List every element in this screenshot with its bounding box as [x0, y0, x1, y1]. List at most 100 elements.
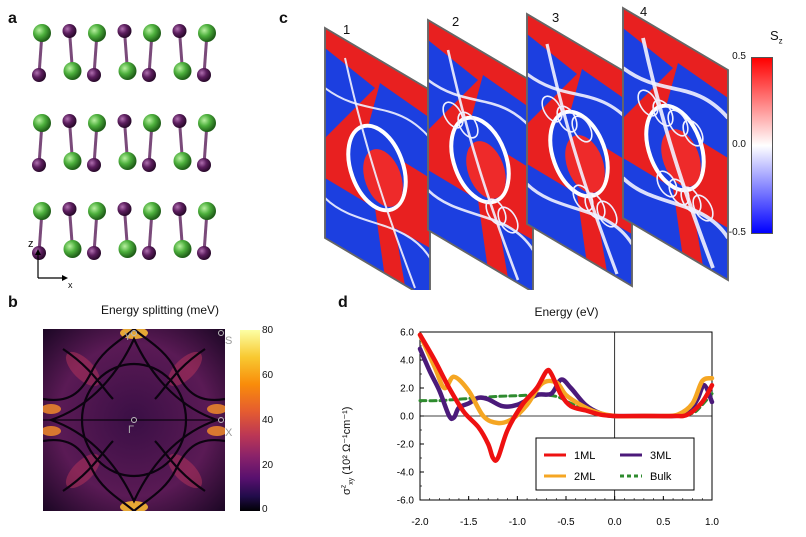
green-atom	[143, 114, 161, 132]
legend-label-2ML: 2ML	[574, 471, 595, 483]
green-atom	[63, 62, 82, 80]
spin-slice-2	[427, 18, 534, 290]
purple-atom	[142, 68, 156, 82]
series-line-1ML	[417, 332, 715, 463]
green-atom	[88, 114, 106, 132]
purple-atom	[142, 158, 156, 172]
sz-tick-minus-0.5: -0.5	[728, 227, 746, 238]
green-atom	[118, 240, 137, 258]
x-tick-label: -2.0	[411, 517, 429, 528]
slice-label-2: 2	[452, 14, 460, 29]
atom-layers	[32, 24, 216, 260]
green-atom	[33, 24, 51, 42]
purple-atom	[62, 24, 77, 38]
slice-label-4: 4	[640, 4, 648, 19]
purple-atom	[117, 114, 132, 128]
purple-atom	[197, 68, 211, 82]
y-tick-label: 4.0	[400, 356, 414, 367]
slice-label-1: 1	[343, 22, 351, 37]
spin-slice-4	[622, 6, 729, 282]
chart-ylabel: σzxy (10² Ω⁻¹cm⁻¹)	[340, 406, 356, 495]
panel-label-d: d	[338, 294, 348, 311]
green-atom	[33, 202, 51, 220]
sz-tick-0.0: 0.0	[732, 139, 746, 150]
y-tick-label: 6.0	[400, 328, 414, 339]
purple-atom	[32, 158, 46, 172]
sz-colorbar-title: Sz	[770, 28, 783, 46]
x-tick-label: -1.0	[509, 517, 527, 528]
green-atom	[143, 24, 161, 42]
legend-box	[535, 437, 695, 491]
spin-texture-slices	[324, 6, 729, 290]
axes-indicator	[35, 249, 68, 281]
sz-colorbar	[751, 57, 773, 234]
axis-z-label: z	[28, 238, 34, 250]
purple-atom	[62, 202, 77, 216]
purple-atom	[62, 114, 77, 128]
green-atom	[88, 202, 106, 220]
energy-tick-20: 20	[262, 460, 274, 471]
panel-label-a: a	[8, 10, 17, 27]
green-atom	[33, 114, 51, 132]
purple-atom	[172, 114, 187, 128]
green-atom	[173, 240, 192, 258]
green-atom	[63, 152, 82, 170]
green-atom	[173, 62, 192, 80]
spin-slice-1	[324, 26, 431, 290]
sz-tick-0.5: 0.5	[732, 51, 746, 62]
point-s-label: S	[225, 335, 233, 347]
green-atom	[198, 114, 216, 132]
purple-atom	[197, 246, 211, 260]
energy-tick-40: 40	[262, 415, 274, 426]
purple-atom	[87, 68, 101, 82]
energy-splitting-map	[43, 329, 225, 511]
legend-label-1ML: 1ML	[574, 450, 595, 462]
green-atom	[88, 24, 106, 42]
point-y-label: Y	[124, 331, 132, 343]
purple-atom	[172, 24, 187, 38]
purple-atom	[117, 202, 132, 216]
y-tick-label: -2.0	[397, 440, 415, 451]
x-tick-label: 0.5	[656, 517, 670, 528]
x-tick-label: -0.5	[557, 517, 575, 528]
green-atom	[118, 152, 137, 170]
purple-atom	[172, 202, 187, 216]
point-x-label: X	[225, 427, 233, 439]
slice-label-3: 3	[552, 10, 560, 25]
x-tick-label: 1.0	[705, 517, 719, 528]
spin-slice-3	[526, 12, 633, 288]
energy-tick-80: 80	[262, 325, 274, 336]
axis-x-label: x	[68, 280, 73, 290]
panel-label-b: b	[8, 294, 18, 311]
x-tick-label: 0.0	[608, 517, 622, 528]
hall-conductivity-chart: 6.0 4.0 2.0 0.0 -2.0 -4.0 -6.0 -2.0 -1.5 -1.0 -0.5…	[397, 328, 720, 529]
green-atom	[63, 240, 82, 258]
purple-atom	[142, 246, 156, 260]
y-tick-label: 2.0	[400, 384, 414, 395]
green-atom	[143, 202, 161, 220]
legend-label-Bulk: Bulk	[650, 471, 672, 483]
purple-atom	[87, 246, 101, 260]
x-tick-label: -1.5	[460, 517, 478, 528]
energy-tick-0: 0	[262, 504, 268, 515]
chart-legend: 1ML 2ML 3ML Bulk	[535, 437, 695, 491]
green-atom	[173, 152, 192, 170]
legend-label-3ML: 3ML	[650, 450, 671, 462]
green-atom	[118, 62, 137, 80]
green-atom	[198, 202, 216, 220]
purple-atom	[32, 68, 46, 82]
energy-tick-60: 60	[262, 370, 274, 381]
y-tick-label: -6.0	[397, 496, 415, 507]
y-tick-label: -4.0	[397, 468, 415, 479]
y-tick-label: 0.0	[400, 412, 414, 423]
energy-colorbar	[240, 330, 260, 511]
chart-title: Energy (eV)	[534, 305, 599, 319]
point-gamma-label: Γ	[128, 424, 135, 436]
panel-label-c: c	[279, 10, 288, 27]
crystal-structure	[32, 24, 216, 281]
energy-splitting-title: Energy splitting (meV)	[100, 303, 220, 317]
purple-atom	[87, 158, 101, 172]
purple-atom	[117, 24, 132, 38]
purple-atom	[197, 158, 211, 172]
green-atom	[198, 24, 216, 42]
